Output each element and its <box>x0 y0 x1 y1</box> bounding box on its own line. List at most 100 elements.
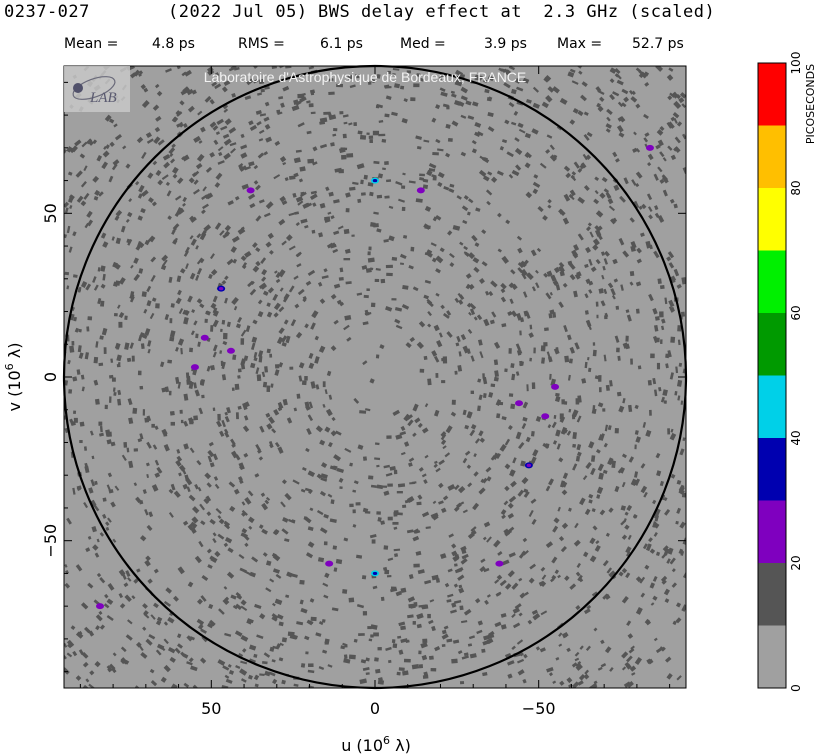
delay-speckle <box>573 539 581 547</box>
delay-speckle <box>392 409 400 417</box>
delay-speckle <box>501 139 508 144</box>
delay-speckle <box>272 645 280 650</box>
delay-speckle <box>561 489 568 496</box>
delay-speckle <box>214 182 221 188</box>
delay-speckle <box>324 389 328 395</box>
delay-speckle <box>161 387 167 393</box>
delay-speckle <box>182 123 188 129</box>
delay-speckle <box>368 475 374 480</box>
delay-speckle <box>170 483 176 491</box>
delay-speckle <box>272 678 278 685</box>
delay-speckle <box>285 234 293 242</box>
delay-speckle <box>177 566 185 575</box>
delay-speckle <box>253 357 258 362</box>
delay-speckle <box>546 667 554 673</box>
delay-speckle <box>138 499 144 505</box>
delay-speckle <box>75 564 83 572</box>
delay-speckle <box>588 441 595 449</box>
delay-speckle <box>571 409 579 418</box>
delay-speckle <box>164 314 170 321</box>
delay-speckle <box>519 263 525 269</box>
delay-speckle <box>259 673 265 677</box>
delay-speckle <box>626 620 632 627</box>
delay-speckle <box>144 559 151 567</box>
delay-speckle <box>499 146 504 151</box>
delay-speckle <box>621 102 627 108</box>
delay-speckle <box>590 455 596 462</box>
delay-speckle <box>131 355 135 362</box>
delay-speckle <box>402 172 406 176</box>
delay-speckle <box>171 166 179 174</box>
delay-speckle <box>607 425 612 431</box>
delay-speckle <box>262 381 268 388</box>
delay-speckle <box>330 345 337 352</box>
delay-speckle <box>95 625 100 631</box>
delay-speckle <box>406 529 414 534</box>
delay-speckle <box>516 101 524 106</box>
delay-speckle <box>619 195 626 203</box>
delay-speckle <box>150 680 158 687</box>
delay-speckle <box>369 191 374 197</box>
delay-speckle <box>678 487 683 494</box>
delay-speckle <box>594 225 601 232</box>
delay-speckle <box>323 541 328 546</box>
delay-speckle <box>588 493 594 499</box>
delay-speckle <box>618 571 624 577</box>
delay-speckle <box>457 485 466 494</box>
delay-speckle <box>348 186 356 191</box>
delay-speckle <box>612 258 618 265</box>
delay-speckle <box>154 459 160 466</box>
delay-speckle <box>400 625 406 631</box>
delay-speckle <box>594 176 600 182</box>
delay-speckle <box>146 524 153 532</box>
delay-speckle <box>133 578 139 584</box>
delay-speckle <box>410 246 415 252</box>
delay-speckle <box>327 211 332 215</box>
delay-speckle <box>278 362 284 368</box>
delay-speckle <box>231 296 239 305</box>
delay-speckle <box>239 465 244 470</box>
delay-speckle <box>407 596 416 603</box>
delay-speckle <box>632 200 640 209</box>
delay-speckle <box>553 266 561 274</box>
delay-speckle <box>607 198 614 205</box>
delay-speckle <box>629 271 635 277</box>
delay-speckle <box>343 228 350 235</box>
delay-speckle <box>64 564 68 568</box>
delay-speckle <box>357 198 362 203</box>
delay-speckle <box>473 471 479 477</box>
delay-speckle <box>576 562 581 568</box>
delay-speckle <box>323 594 329 599</box>
delay-speckle <box>641 203 647 210</box>
delay-speckle <box>518 577 523 582</box>
delay-speckle <box>625 546 632 554</box>
delay-speckle <box>403 658 411 663</box>
delay-speckle <box>647 379 652 386</box>
delay-speckle <box>190 665 198 672</box>
delay-speckle <box>235 603 242 611</box>
delay-speckle <box>666 558 671 564</box>
delay-speckle <box>261 660 268 665</box>
delay-speckle <box>314 335 319 341</box>
delay-speckle <box>160 361 165 368</box>
delay-speckle <box>469 308 476 316</box>
delay-speckle <box>212 532 217 537</box>
delay-speckle <box>378 133 386 137</box>
delay-speckle <box>328 91 335 96</box>
delay-speckle <box>327 493 333 498</box>
delay-speckle <box>595 448 601 454</box>
delay-speckle <box>261 528 268 535</box>
delay-speckle <box>384 113 390 118</box>
delay-speckle <box>431 574 439 581</box>
delay-speckle <box>193 382 197 389</box>
delay-speckle <box>522 401 529 409</box>
delay-speckle <box>182 202 186 207</box>
delay-speckle <box>616 124 624 133</box>
delay-speckle <box>463 195 469 200</box>
delay-speckle <box>258 129 265 134</box>
delay-speckle <box>465 273 472 279</box>
delay-speckle <box>586 604 592 610</box>
delay-speckle <box>169 318 173 324</box>
delay-speckle <box>256 634 264 640</box>
